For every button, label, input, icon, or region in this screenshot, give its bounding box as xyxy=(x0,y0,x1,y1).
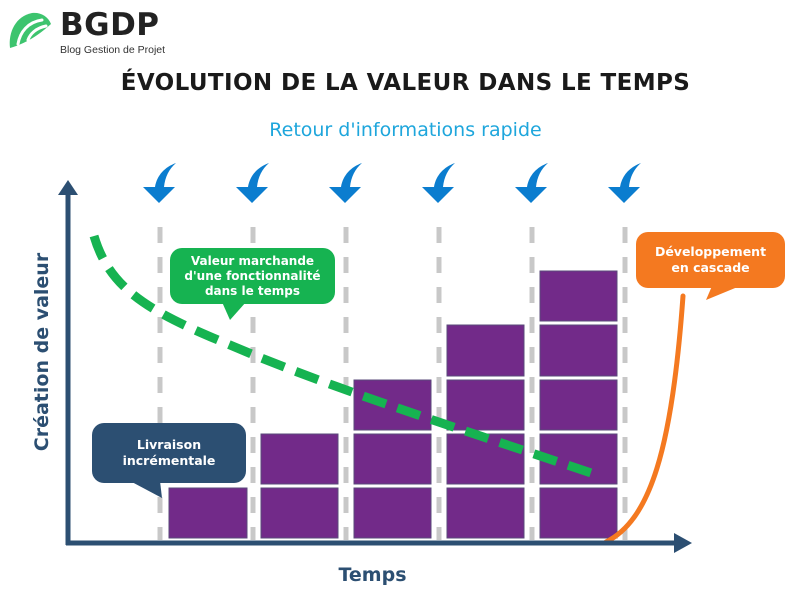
curved-down-arrow-icon xyxy=(329,163,362,203)
curved-down-arrow-icon xyxy=(143,163,176,203)
value-block xyxy=(539,487,618,539)
callout-line: d'une fonctionnalité xyxy=(184,268,321,283)
callout-line: Livraison xyxy=(136,437,202,453)
y-axis-arrow-icon xyxy=(58,180,78,195)
navy-callout-tail xyxy=(130,481,162,498)
callout-line: incrémentale xyxy=(122,453,216,468)
value-block xyxy=(353,487,432,539)
value-block xyxy=(539,324,618,377)
feedback-arrows xyxy=(143,163,641,203)
value-block xyxy=(353,433,432,485)
brand-tagline: Blog Gestion de Projet xyxy=(60,44,166,56)
curved-down-arrow-icon xyxy=(422,163,455,203)
bgdp-logo-icon xyxy=(9,12,52,49)
value-block xyxy=(353,379,432,431)
callout-line: en cascade xyxy=(671,260,750,275)
value-block xyxy=(539,270,618,322)
market-value-curve xyxy=(89,234,602,481)
curved-down-arrow-icon xyxy=(236,163,269,203)
waterfall-curve xyxy=(603,293,686,545)
page-title: ÉVOLUTION DE LA VALEUR DANS LE TEMPS xyxy=(120,70,691,96)
callout-line: Développement xyxy=(654,244,767,260)
value-block xyxy=(446,324,525,377)
incremental-delivery-callout: Livraison incrémentale xyxy=(92,423,246,483)
callout-line: dans le temps xyxy=(204,283,301,298)
value-block xyxy=(168,487,248,539)
incremental-bars xyxy=(168,270,618,539)
value-block xyxy=(539,379,618,431)
waterfall-callout: Développement en cascade xyxy=(636,232,785,288)
axes xyxy=(58,180,692,553)
green-callout-tail xyxy=(222,302,246,320)
market-value-callout: Valeur marchande d'une fonctionnalité da… xyxy=(170,248,335,304)
curved-down-arrow-icon xyxy=(608,163,641,203)
orange-callout-tail xyxy=(706,286,740,300)
value-block xyxy=(446,487,525,539)
value-block xyxy=(260,487,339,539)
feedback-gridlines xyxy=(157,227,628,540)
value-block xyxy=(446,379,525,431)
y-axis-label: Création de valeur xyxy=(31,252,53,452)
page-subtitle: Retour d'informations rapide xyxy=(269,119,542,141)
callout-line: Valeur marchande xyxy=(190,253,315,268)
x-axis-label: Temps xyxy=(338,564,407,586)
brand-name: BGDP xyxy=(60,7,160,43)
x-axis-arrow-icon xyxy=(674,533,692,553)
value-block xyxy=(260,433,339,485)
curved-down-arrow-icon xyxy=(515,163,548,203)
